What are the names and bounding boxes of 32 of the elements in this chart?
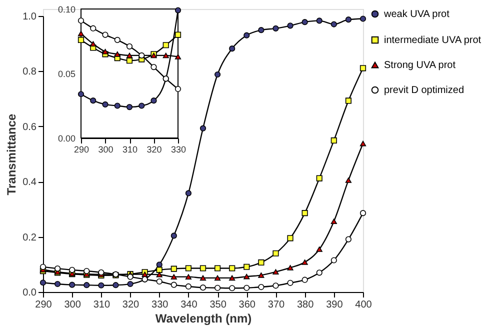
x-tick-label: 380 [296,300,314,310]
legend-label: intermediate UVA prot [384,35,482,46]
x-tick-label: 310 [93,300,110,310]
x-axis-title: Wavelength (nm) [155,312,252,326]
y-tick-label: 0.05 [58,69,76,79]
x-tick-label: 320 [146,144,162,154]
y-tick-label: 0.4 [22,177,37,188]
x-tick-label: 400 [355,300,372,310]
x-tick-label: 290 [35,300,52,310]
y-tick-label: 1.0 [22,12,37,22]
x-tick-label: 370 [268,300,286,310]
x-tick-label: 330 [152,300,169,310]
legend-label: weak UVA prot [383,9,450,20]
x-tick-label: 300 [64,300,82,310]
x-tick-label: 390 [326,300,344,310]
x-tick-label: 360 [238,300,256,310]
y-tick-label: 0.8 [22,66,37,78]
x-tick-label: 350 [210,300,227,310]
x-tick-label: 340 [180,300,198,310]
x-tick-label: 290 [74,144,90,154]
x-tick-label: 330 [170,144,186,154]
y-tick-label: 0.10 [58,4,76,14]
x-tick-label: 320 [122,300,140,310]
x-tick-label: 310 [122,144,138,154]
y-tick-label: 0.0 [22,288,37,298]
y-axis-title: Transmittance [4,114,19,196]
y-tick-label: 0.6 [22,122,37,133]
x-tick-label: 300 [98,144,114,154]
y-tick-label: 0.00 [58,134,76,144]
y-tick-label: 0.2 [22,232,37,244]
legend-label: Strong UVA prot [384,60,456,71]
legend-label: previt D optimized [384,85,464,96]
